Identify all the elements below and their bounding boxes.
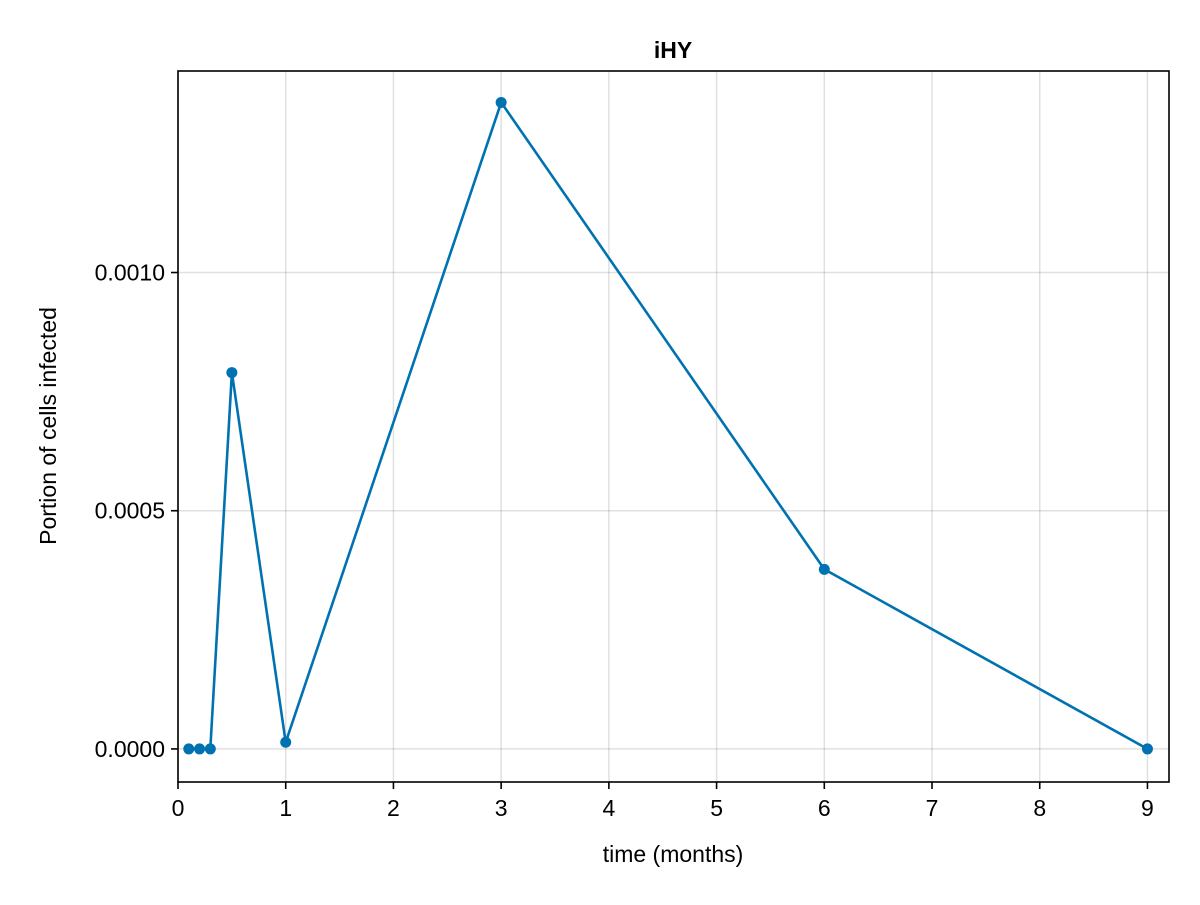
x-tick-label: 5 [710,795,723,821]
y-axis-label: Portion of cells infected [35,307,61,545]
x-tick-label: 2 [387,795,400,821]
data-point [226,367,238,379]
plot-frame [177,70,1170,783]
x-tick-label: 9 [1141,795,1154,821]
data-point [204,743,216,755]
grid-layer [177,71,1169,782]
x-tick-label: 6 [818,795,831,821]
data-point [194,743,206,755]
tick-layer: 0 1 2 3 4 5 6 7 8 9 0.0000 0.0005 0.0010 [95,260,1154,821]
x-tick-label: 1 [279,795,292,821]
x-tick-label: 0 [172,795,185,821]
chart-title: iHY [654,37,692,63]
x-tick-label: 4 [602,795,615,821]
data-point [1141,743,1153,755]
data-point [183,743,195,755]
data-point [495,96,507,108]
data-point [280,736,292,748]
y-tick-label: 0.0010 [95,260,165,286]
data-point [818,563,830,575]
x-tick-label: 8 [1033,795,1046,821]
series-line [188,99,1149,751]
x-axis-label: time (months) [603,841,744,867]
y-tick-label: 0.0005 [95,498,165,524]
x-tick-label: 7 [926,795,939,821]
y-tick-label: 0.0000 [95,736,165,762]
series-layer [183,96,1153,755]
x-tick-label: 3 [495,795,508,821]
